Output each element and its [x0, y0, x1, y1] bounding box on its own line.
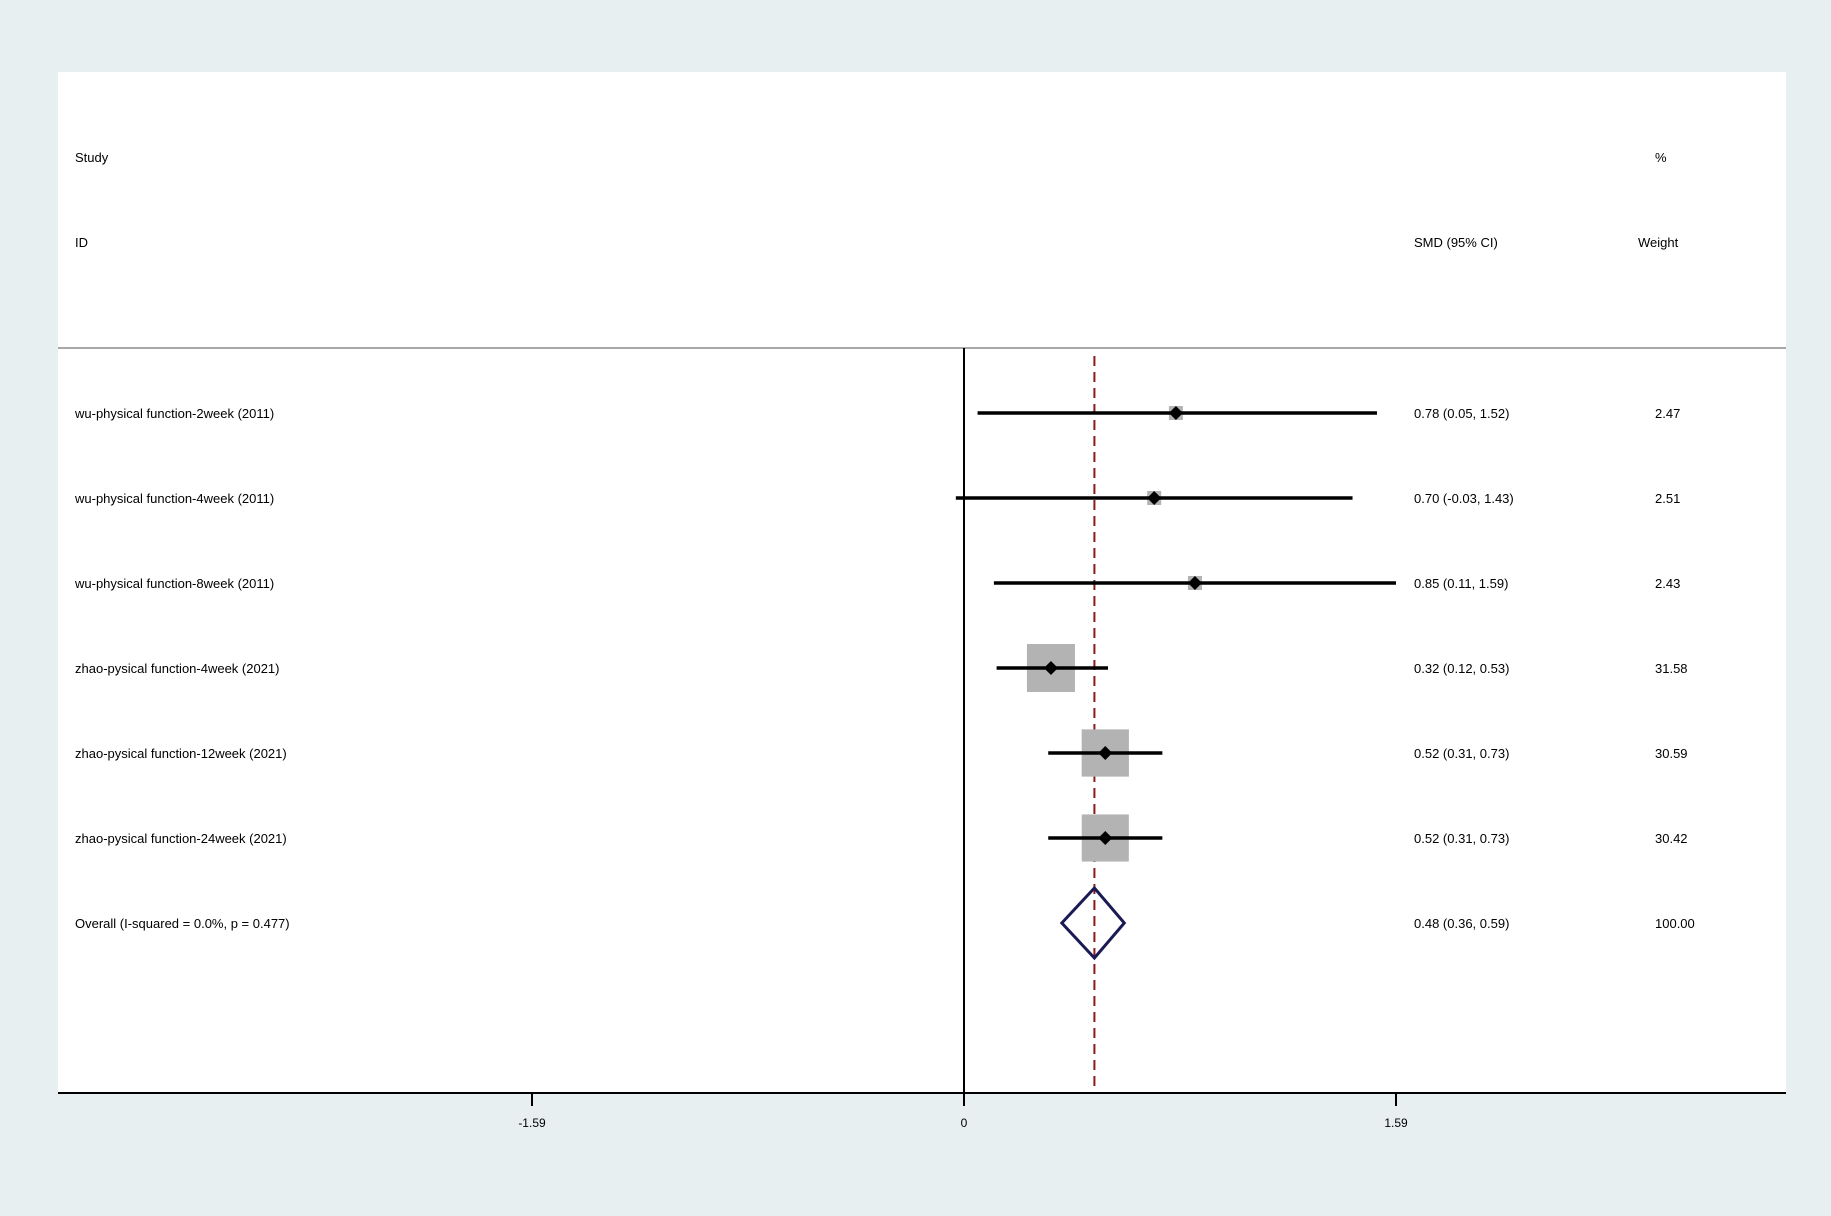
- study-weight: 30.59: [1655, 746, 1688, 761]
- study-label: zhao-pysical function-4week (2021): [75, 661, 280, 676]
- study-label: zhao-pysical function-24week (2021): [75, 831, 287, 846]
- study-weight: 2.51: [1655, 491, 1680, 506]
- header-effect: SMD (95% CI): [1414, 235, 1498, 250]
- study-ci-text: 0.52 (0.31, 0.73): [1414, 831, 1509, 846]
- study-point-estimate: [1098, 831, 1113, 845]
- x-axis-ticks: -1.59 0 1.59: [518, 1093, 1408, 1130]
- header-id: ID: [75, 235, 88, 250]
- x-tick-label: 0: [961, 1116, 968, 1130]
- study-ci-text: 0.32 (0.12, 0.53): [1414, 661, 1509, 676]
- study-weight: 2.43: [1655, 576, 1680, 591]
- study-ci-text: 0.52 (0.31, 0.73): [1414, 746, 1509, 761]
- study-ci-text: 0.85 (0.11, 1.59): [1414, 576, 1508, 591]
- study-weight: 30.42: [1655, 831, 1688, 846]
- study-point-estimate: [1168, 406, 1183, 420]
- study-label: wu-physical function-2week (2011): [74, 406, 274, 421]
- chart-marks: wu-physical function-2week (2011) 0.78 (0…: [74, 348, 1695, 1093]
- study-weight: 2.47: [1655, 406, 1680, 421]
- study-point-estimate: [1147, 491, 1162, 505]
- study-label: zhao-pysical function-12week (2021): [75, 746, 287, 761]
- study-point-estimate: [1187, 576, 1202, 590]
- study-ci-text: 0.70 (-0.03, 1.43): [1414, 491, 1514, 506]
- x-tick-label: 1.59: [1384, 1116, 1408, 1130]
- study-label: wu-physical function-8week (2011): [74, 576, 274, 591]
- overall-weight: 100.00: [1655, 916, 1695, 931]
- study-ci-text: 0.78 (0.05, 1.52): [1414, 406, 1509, 421]
- study-point-estimate: [1098, 746, 1113, 760]
- study-point-estimate: [1043, 661, 1058, 675]
- study-weight: 31.58: [1655, 661, 1688, 676]
- overall-diamond: [1059, 885, 1127, 961]
- x-tick-label: -1.59: [518, 1116, 546, 1130]
- overall-label: Overall (I-squared = 0.0%, p = 0.477): [75, 916, 290, 931]
- study-label: wu-physical function-4week (2011): [74, 491, 274, 506]
- header-percent: %: [1655, 150, 1667, 165]
- header-study: Study: [75, 150, 109, 165]
- header-weight: Weight: [1638, 235, 1679, 250]
- plot-panel: [58, 72, 1786, 1092]
- overall-ci-text: 0.48 (0.36, 0.59): [1414, 916, 1509, 931]
